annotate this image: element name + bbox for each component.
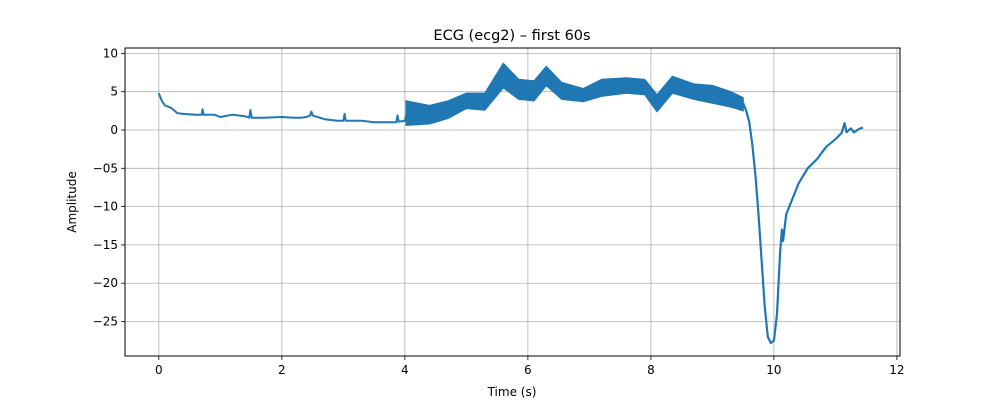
series-layer (157, 62, 864, 345)
y-tick-label: 10 (103, 46, 118, 60)
y-tick-label: −25 (93, 315, 118, 329)
x-tick-label: 12 (889, 363, 904, 377)
x-tick-label: 2 (278, 363, 286, 377)
x-tick-label: 4 (401, 363, 409, 377)
ecg-noise-oscillation (405, 63, 744, 126)
x-tick-label: 0 (155, 363, 163, 377)
ecg-tail-line (742, 102, 864, 345)
x-tick-label: 8 (647, 363, 655, 377)
ecg-baseline-line (157, 92, 408, 124)
chart-title: ECG (ecg2) – first 60s (433, 28, 590, 44)
y-tick-label: −10 (93, 200, 118, 214)
y-axis-label: Amplitude (65, 171, 79, 233)
x-tick-label: 6 (524, 363, 532, 377)
plot-frame (124, 47, 901, 357)
x-tick-label: 10 (766, 363, 781, 377)
x-axis-label: Time (s) (487, 385, 537, 399)
y-tick-label: 0 (110, 123, 118, 137)
y-tick-label: −15 (93, 238, 118, 252)
y-tick-label: −05 (93, 161, 118, 175)
ticks: 0 2 4 6 8 10 12 10 5 0 −05 −10 −15 −20 −25 (93, 46, 905, 377)
y-tick-label: 5 (110, 85, 118, 99)
y-tick-label: −20 (93, 276, 118, 290)
plot-area-background (125, 48, 900, 356)
